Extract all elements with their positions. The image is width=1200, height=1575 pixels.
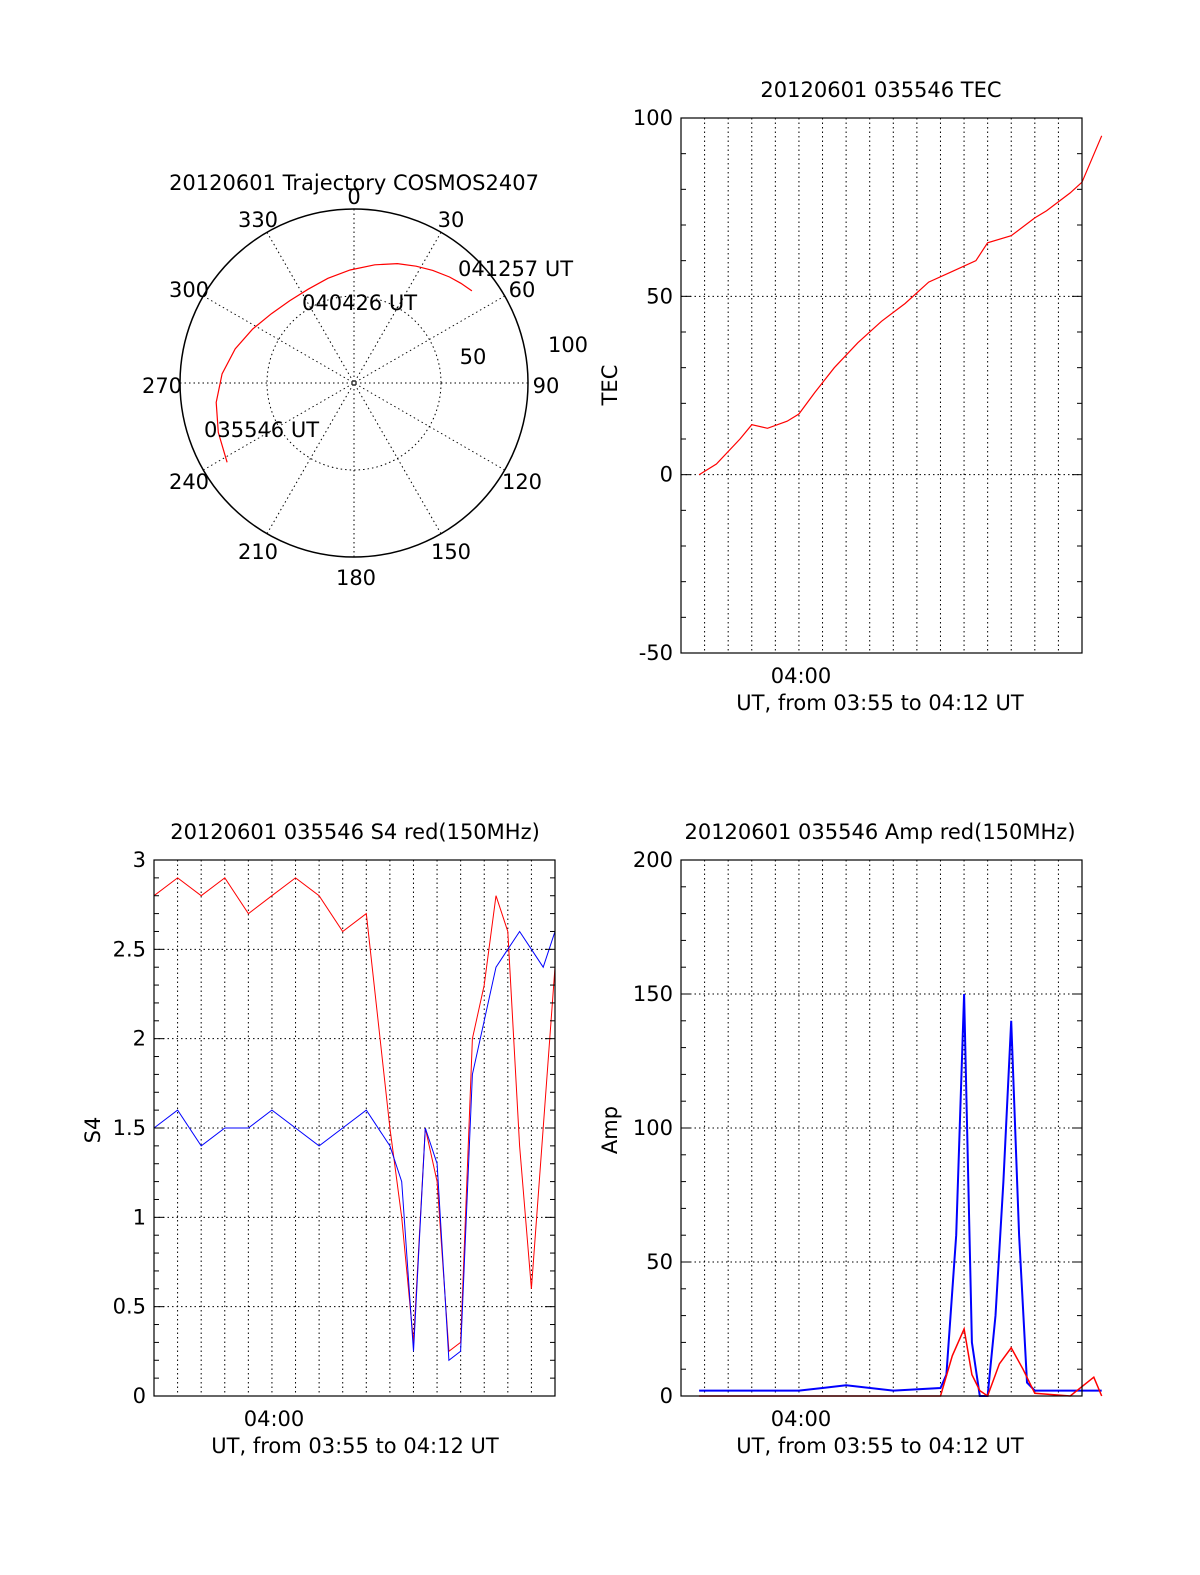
y-tick-label: 200 bbox=[633, 848, 673, 872]
tec-title: 20120601 035546 TEC bbox=[760, 78, 1001, 102]
tec-gridlines bbox=[681, 117, 1083, 654]
time-label-end: 041257 UT bbox=[458, 257, 573, 281]
y-tick-label: 100 bbox=[633, 1116, 673, 1140]
angle-label-30: 30 bbox=[438, 208, 465, 232]
s4-gridlines bbox=[154, 859, 556, 1397]
y-tick-label: 2 bbox=[133, 1027, 146, 1051]
amp-series-blue bbox=[699, 993, 1102, 1397]
angle-label-210: 210 bbox=[238, 540, 278, 564]
angle-label-270: 270 bbox=[142, 374, 182, 398]
angle-label-300: 300 bbox=[169, 278, 209, 302]
angle-label-0: 0 bbox=[347, 185, 360, 209]
s4-x-axis-label: UT, from 03:55 to 04:12 UT bbox=[211, 1434, 499, 1458]
angle-label-150: 150 bbox=[431, 540, 471, 564]
tec-series-line bbox=[698, 135, 1103, 476]
tec-y-axis-label: TEC bbox=[598, 365, 622, 407]
amp-panel: 20120601 035546 Amp red(150MHz) 0 50 100 15… bbox=[598, 820, 1103, 1458]
s4-series-red bbox=[153, 877, 556, 1353]
y-tick-label: 100 bbox=[633, 106, 673, 130]
y-tick-label: -50 bbox=[639, 641, 673, 665]
s4-title: 20120601 035546 S4 red(150MHz) bbox=[170, 820, 540, 844]
polar-grid bbox=[180, 209, 528, 557]
s4-plot-frame bbox=[153, 859, 556, 1397]
s4-panel: 20120601 035546 S4 red(150MHz) 0 0.5 1 1.5 2… bbox=[81, 820, 556, 1458]
y-tick-label: 1.5 bbox=[113, 1116, 146, 1140]
amp-x-axis-label: UT, from 03:55 to 04:12 UT bbox=[736, 1434, 1024, 1458]
radius-label-50: 50 bbox=[460, 345, 487, 369]
y-tick-label: 50 bbox=[646, 284, 673, 308]
y-tick-label: 150 bbox=[633, 982, 673, 1006]
y-tick-label: 2.5 bbox=[113, 937, 146, 961]
amp-plot-frame bbox=[680, 859, 1083, 1397]
trajectory-track bbox=[215, 262, 473, 463]
time-label-start: 035546 UT bbox=[204, 418, 319, 442]
y-tick-label: 0 bbox=[660, 1384, 673, 1408]
y-tick-label: 1 bbox=[133, 1205, 146, 1229]
polar-angle-labels: 0 30 60 90 120 150 180 210 240 270 300 3… bbox=[142, 185, 559, 590]
amp-y-axis-label: Amp bbox=[598, 1106, 622, 1154]
polar-outer-ring bbox=[179, 208, 529, 558]
time-label-mid: 040426 UT bbox=[302, 291, 417, 315]
amp-series-red bbox=[699, 1326, 1103, 1398]
amp-title: 20120601 035546 Amp red(150MHz) bbox=[684, 820, 1075, 844]
y-tick-label: 0 bbox=[660, 463, 673, 487]
tec-x-tick-0400: 04:00 bbox=[771, 664, 832, 688]
angle-label-180: 180 bbox=[336, 566, 376, 590]
amp-y-ticks: 0 50 100 150 200 bbox=[633, 848, 1082, 1408]
tec-y-ticks: -50 0 50 100 bbox=[633, 106, 1082, 665]
radius-label-100: 100 bbox=[548, 333, 588, 357]
tec-x-axis-label: UT, from 03:55 to 04:12 UT bbox=[736, 691, 1024, 715]
angle-label-330: 330 bbox=[238, 208, 278, 232]
angle-label-120: 120 bbox=[502, 470, 542, 494]
s4-x-tick-0400: 04:00 bbox=[244, 1407, 305, 1431]
s4-y-ticks: 0 0.5 1 1.5 2 2.5 3 bbox=[113, 848, 555, 1408]
tec-plot-frame bbox=[680, 117, 1083, 654]
angle-label-60: 60 bbox=[509, 278, 536, 302]
tec-panel: 20120601 035546 TEC -50 0 50 100 04:00 UT, … bbox=[598, 78, 1103, 715]
amp-gridlines bbox=[681, 859, 1083, 1397]
y-tick-label: 0 bbox=[133, 1384, 146, 1408]
y-tick-label: 50 bbox=[646, 1250, 673, 1274]
s4-series-blue bbox=[153, 930, 556, 1362]
amp-x-tick-0400: 04:00 bbox=[771, 1407, 832, 1431]
polar-title: 20120601 Trajectory COSMOS2407 bbox=[169, 171, 539, 195]
angle-label-240: 240 bbox=[169, 470, 209, 494]
s4-y-axis-label: S4 bbox=[81, 1117, 105, 1144]
y-tick-label: 0.5 bbox=[113, 1295, 146, 1319]
polar-trajectory-panel: 20120601 Trajectory COSMOS2407 0 30 60 9… bbox=[142, 171, 588, 590]
angle-label-90: 90 bbox=[533, 374, 560, 398]
y-tick-label: 3 bbox=[133, 848, 146, 872]
